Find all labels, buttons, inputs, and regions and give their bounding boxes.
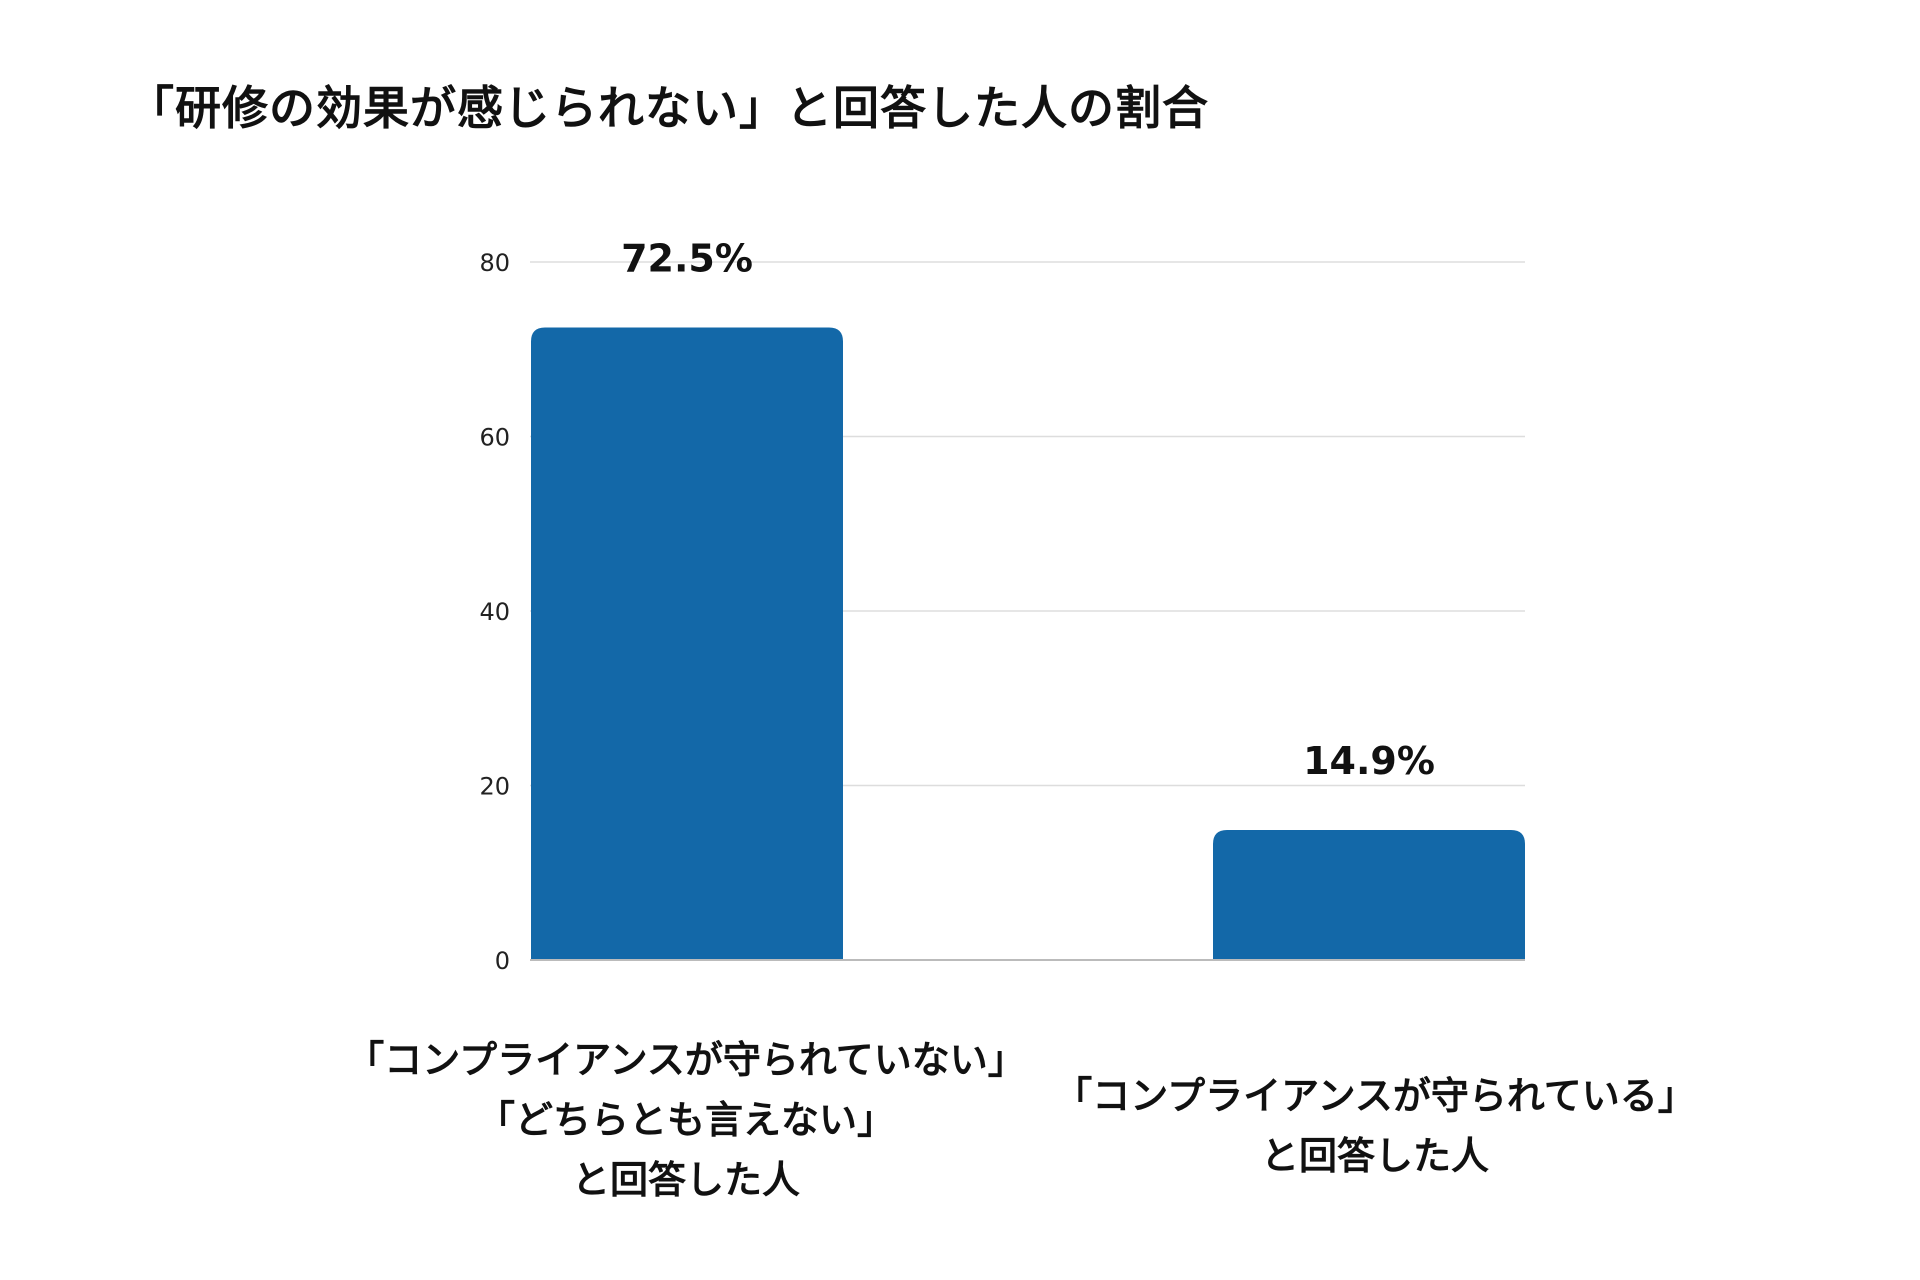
- data-label-1: 14.9%: [1303, 739, 1435, 783]
- y-axis-ticks: 0 20 40 60 80: [479, 249, 510, 975]
- y-tick-label-3: 60: [479, 424, 510, 452]
- category-label-0-line-0: 「コンプライアンスが守られていない」: [346, 1038, 1026, 1082]
- y-tick-label-1: 20: [479, 773, 510, 801]
- y-tick-label-0: 0: [495, 947, 510, 975]
- category-label-0-line-2: と回答した人: [571, 1158, 800, 1202]
- category-label-0-line-1: 「どちらとも言えない」: [476, 1098, 895, 1142]
- y-tick-label-2: 40: [479, 598, 510, 626]
- bars: [531, 327, 1525, 960]
- data-label-0: 72.5%: [621, 236, 753, 280]
- y-tick-label-4: 80: [479, 249, 510, 277]
- category-label-1-line-1: と回答した人: [1260, 1134, 1489, 1178]
- category-label-0: 「コンプライアンスが守られていない」 「どちらとも言えない」 と回答した人: [306, 1030, 1066, 1210]
- category-label-1: 「コンプライアンスが守られている」 と回答した人: [995, 1066, 1755, 1186]
- bar-1: [1213, 829, 1525, 960]
- data-labels: 72.5% 14.9%: [621, 236, 1435, 783]
- chart-title: 「研修の効果が感じられない」と回答した人の割合: [128, 81, 1209, 135]
- category-label-1-line-0: 「コンプライアンスが守られている」: [1054, 1074, 1696, 1118]
- bar-0: [531, 327, 843, 960]
